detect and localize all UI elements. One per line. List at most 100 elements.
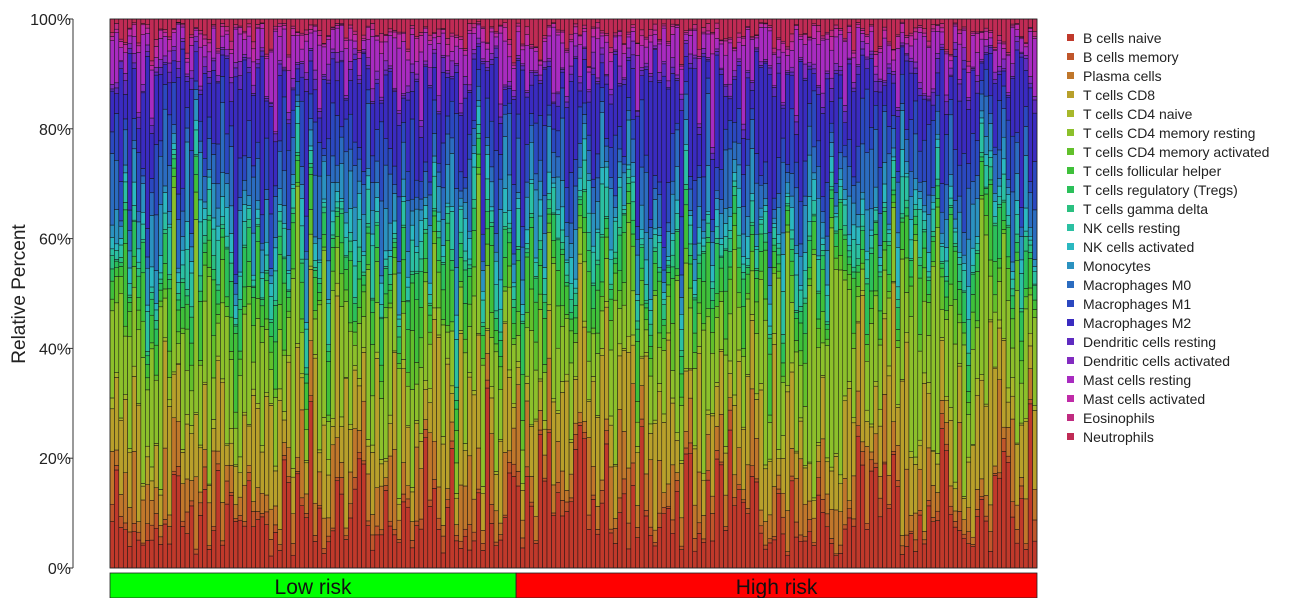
bar-segment [476,137,482,155]
bar-segment [462,54,468,77]
bar-segment [1019,311,1025,342]
bar-segment [930,120,936,188]
bar-segment [626,203,632,223]
bar-segment [643,319,649,331]
bar-segment [626,177,632,184]
bar-segment [259,305,265,327]
bar-segment [489,433,495,505]
bar-segment [679,18,685,65]
bar-segment [705,214,711,224]
bar-segment [431,49,437,54]
bar-segment [153,74,159,145]
bar-segment [356,18,362,51]
bar-segment [189,233,195,248]
bar-segment [657,242,663,268]
bar-segment [913,38,919,63]
bar-segment [131,140,137,150]
bar-segment [635,452,640,506]
bar-segment [1019,424,1025,478]
bar-segment [983,495,989,517]
bar-segment [140,183,146,213]
bar-segment [899,32,905,44]
bar-segment [149,314,155,344]
bar-segment [661,23,667,27]
bar-segment [732,76,738,80]
bar-segment [228,53,234,78]
bar-segment [498,440,504,524]
bar-segment [639,67,645,71]
bar-segment [802,503,808,537]
bar-segment [643,302,649,309]
bar-segment [1001,136,1007,160]
bar-segment [1010,295,1016,309]
bar-segment [957,79,963,85]
bar-segment [860,225,866,231]
bar-segment [374,224,380,248]
bar-segment [255,28,261,60]
bar-segment [780,40,786,44]
bar-segment [635,320,640,330]
bar-segment [952,218,958,229]
bar-segment [1023,46,1029,56]
bar-segment [992,83,998,148]
bar-segment [961,59,967,70]
bar-segment [409,487,415,493]
bar-segment [736,234,742,249]
bar-segment [692,24,698,30]
bar-segment [988,551,994,569]
bar-segment [891,194,896,203]
bar-segment [149,124,155,134]
bar-segment [692,259,698,281]
bar-segment [454,267,459,316]
bar-segment [683,431,689,449]
bar-segment [745,258,751,266]
bar-segment [939,232,945,244]
bar-segment [145,377,150,391]
bar-segment [763,241,768,251]
bar-segment [917,277,923,335]
bar-segment [136,152,142,212]
bar-segment [568,439,574,443]
bar-segment [882,105,888,112]
bar-segment [608,528,614,534]
bar-segment [515,25,521,33]
bar-segment [727,373,733,398]
bar-segment [961,47,967,61]
bar-segment [921,383,927,532]
bar-segment [869,18,874,25]
bar-segment [604,18,610,34]
bar-segment [476,37,482,45]
bar-segment [436,486,442,519]
bar-segment [736,164,742,189]
bar-segment [816,31,821,45]
bar-segment [246,23,252,28]
bar-segment [206,169,212,178]
bar-segment [237,299,243,310]
bar-segment [626,57,632,61]
bar-segment [405,91,411,101]
bar-segment [683,93,689,120]
bar-segment [140,92,146,169]
bar-segment [515,31,521,56]
bar-segment [979,478,985,497]
bar-segment [180,520,186,527]
bar-segment [409,34,415,65]
bar-segment [586,271,592,333]
bar-segment [498,279,504,310]
bar-segment [334,211,340,217]
bar-segment [308,129,314,147]
bar-segment [842,279,848,397]
bar-segment [793,134,799,163]
bar-segment [674,122,680,131]
bar-segment [533,257,539,263]
bar-segment [820,342,826,376]
bar-segment [727,278,733,315]
bar-segment [701,53,707,58]
bar-segment [727,98,733,121]
bar-segment [502,113,508,137]
bar-segment [299,166,305,185]
bar-segment [816,25,821,33]
bar-segment [507,39,512,45]
bar-segment [1005,427,1011,457]
bar-segment [361,460,367,465]
